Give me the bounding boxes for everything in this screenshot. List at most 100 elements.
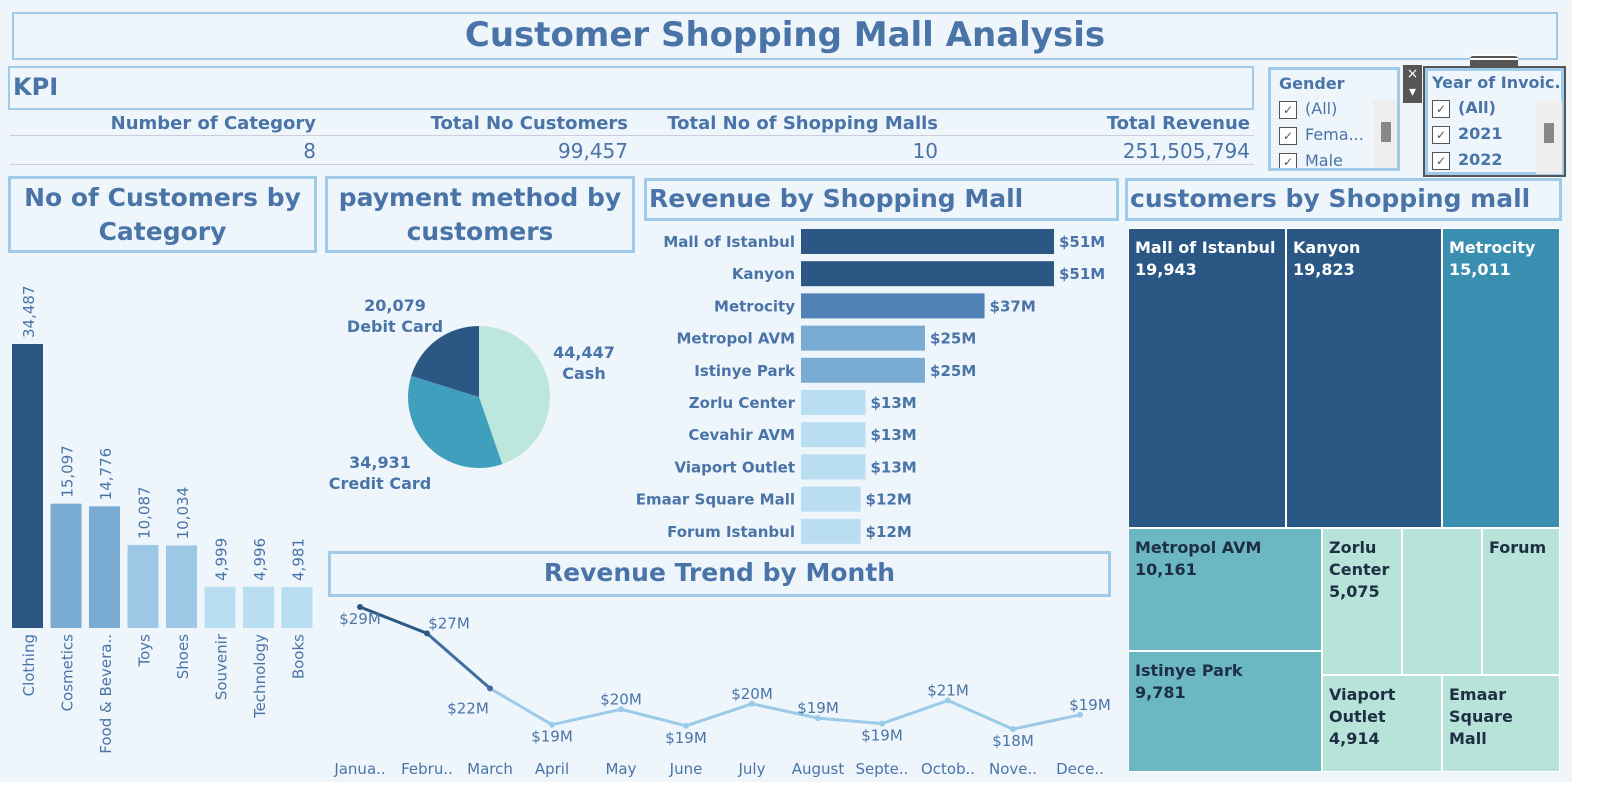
mall-revenue-label: $13M <box>870 426 916 444</box>
close-icon[interactable]: × <box>1406 66 1419 82</box>
drag-handle-icon[interactable] <box>1470 54 1518 66</box>
year-option-2022[interactable]: ✓ 2022 <box>1432 150 1563 174</box>
trend-line-segment <box>551 707 622 727</box>
mall-revenue-bar <box>801 390 866 415</box>
treemap-cell-value: 9,781 <box>1135 683 1186 702</box>
category-axis-label: Toys <box>136 634 154 668</box>
month-axis-label: Janua.. <box>333 760 385 778</box>
trend-value-label: $19M <box>797 699 839 717</box>
kpi-header-revenue: Total Revenue <box>1106 113 1250 134</box>
trend-line-segment <box>881 699 949 726</box>
treemap-cell[interactable]: Emaar Square Mall <box>1442 675 1560 772</box>
gender-filter-title: Gender <box>1279 74 1345 93</box>
category-bar-label: 4,996 <box>251 538 269 581</box>
category-axis-label: Souvenir <box>213 633 231 700</box>
mall-axis-label: Kanyon <box>732 265 795 283</box>
year-scrollbar[interactable] <box>1536 101 1562 174</box>
mall-axis-label: Cevahir AVM <box>688 426 795 444</box>
mall-revenue-label: $13M <box>870 458 916 476</box>
gender-option-female[interactable]: ✓ Fema... <box>1279 125 1397 151</box>
mall-revenue-label: $51M <box>1059 265 1105 283</box>
year-option-2021[interactable]: ✓ 2021 <box>1432 124 1563 150</box>
payment-chart-title: payment method by customers <box>325 176 635 253</box>
month-axis-label: Febru.. <box>401 760 453 778</box>
year-option-all[interactable]: ✓ (All) <box>1432 98 1563 124</box>
pie-slice-debit-card <box>411 326 479 397</box>
trend-line-segment <box>947 699 1014 731</box>
checkbox-icon[interactable]: ✓ <box>1432 151 1450 170</box>
treemap-cell-name: Istinye Park <box>1135 661 1243 680</box>
category-bar-label: 4,981 <box>290 538 308 581</box>
checkbox-icon[interactable]: ✓ <box>1432 125 1450 144</box>
trend-value-label: $18M <box>992 732 1034 750</box>
scroll-thumb[interactable] <box>1544 123 1554 143</box>
dashboard-title: Customer Shopping Mall Analysis <box>12 12 1558 60</box>
pie-slice-cash <box>479 326 550 465</box>
treemap-cell[interactable]: Istinye Park 9,781 <box>1128 651 1322 772</box>
year-filter-title: Year of Invoic.. <box>1432 73 1566 92</box>
treemap-cell[interactable]: Metropol AVM 10,161 <box>1128 528 1322 651</box>
treemap-cell[interactable]: Viaport Outlet 4,914 <box>1322 675 1442 772</box>
category-axis-label: Clothing <box>20 634 38 696</box>
kpi-header-categories: Number of Category <box>110 113 316 134</box>
kpi-divider <box>10 135 1254 136</box>
treemap-cell[interactable]: Zorlu Center 5,075 <box>1322 528 1402 675</box>
mall-revenue-bar <box>801 486 861 512</box>
category-bar <box>127 544 159 628</box>
category-chart-title: No of Customers by Category <box>8 176 317 253</box>
treemap-cell-value: 19,943 <box>1135 260 1197 279</box>
checkbox-icon[interactable]: ✓ <box>1279 152 1297 168</box>
mall-revenue-label: $12M <box>866 491 912 509</box>
treemap-cell[interactable]: Forum <box>1482 528 1560 675</box>
gender-option-all[interactable]: ✓ (All) <box>1279 99 1397 125</box>
mall-revenue-label: $13M <box>870 394 916 412</box>
mall-revenue-bar <box>801 357 926 383</box>
treemap-cell[interactable]: Kanyon 19,823 <box>1286 228 1442 528</box>
checkbox-icon[interactable]: ✓ <box>1432 99 1450 118</box>
month-axis-label: April <box>535 760 569 778</box>
treemap-cell-value: 19,823 <box>1293 260 1355 279</box>
checkbox-icon[interactable]: ✓ <box>1279 100 1297 119</box>
category-axis-label: Food & Bevera.. <box>97 634 115 754</box>
mall-customers-title: customers by Shopping mall <box>1125 178 1562 221</box>
month-axis-label: Octob.. <box>921 760 975 778</box>
category-axis-label: Books <box>290 634 308 679</box>
trend-line-segment <box>1012 713 1081 731</box>
treemap-cell-value: 10,161 <box>1135 560 1197 579</box>
treemap-cell-name: Emaar Square Mall <box>1449 685 1513 748</box>
trend-line-segment <box>620 707 687 728</box>
treemap-cell[interactable]: Metrocity 15,011 <box>1442 228 1560 528</box>
treemap-cell-name: Mall of Istanbul <box>1135 238 1276 257</box>
category-bar <box>166 545 197 628</box>
trend-point <box>1077 711 1083 718</box>
kpi-value-revenue: 251,505,794 <box>1122 139 1250 163</box>
mall-revenue-label: $37M <box>990 297 1036 315</box>
mall-revenue-bar <box>801 261 1054 287</box>
category-bar-label: 10,087 <box>136 486 154 539</box>
trend-point <box>749 700 755 707</box>
dropdown-menu-icon[interactable]: ▾ <box>1408 84 1417 100</box>
category-bar <box>281 586 313 628</box>
mall-revenue-bar <box>801 422 866 448</box>
pie-slice-credit-card <box>407 375 503 468</box>
category-bar-label: 4,999 <box>213 538 231 581</box>
mall-axis-label: Forum Istanbul <box>667 523 795 541</box>
checkbox-icon[interactable]: ✓ <box>1279 126 1297 145</box>
category-axis-label: Technology <box>251 634 269 719</box>
category-bar <box>243 586 274 628</box>
scroll-thumb[interactable] <box>1381 122 1391 142</box>
mall-revenue-bar <box>801 325 926 351</box>
mall-revenue-label: $51M <box>1059 233 1105 251</box>
gender-option-male[interactable]: ✓ Male <box>1279 151 1397 168</box>
kpi-label: KPI <box>13 73 59 101</box>
treemap-cell-name: Viaport Outlet <box>1329 685 1396 726</box>
month-axis-label: August <box>792 760 845 778</box>
kpi-value-malls: 10 <box>912 139 938 163</box>
trend-line-segment <box>426 632 491 690</box>
trend-point <box>879 720 885 727</box>
category-bar-label: 15,097 <box>59 445 77 498</box>
treemap-cell[interactable]: Mall of Istanbul 19,943 <box>1128 228 1286 528</box>
treemap-cell[interactable] <box>1402 528 1482 675</box>
trend-value-label: $19M <box>531 728 573 746</box>
gender-scrollbar[interactable] <box>1373 100 1397 168</box>
